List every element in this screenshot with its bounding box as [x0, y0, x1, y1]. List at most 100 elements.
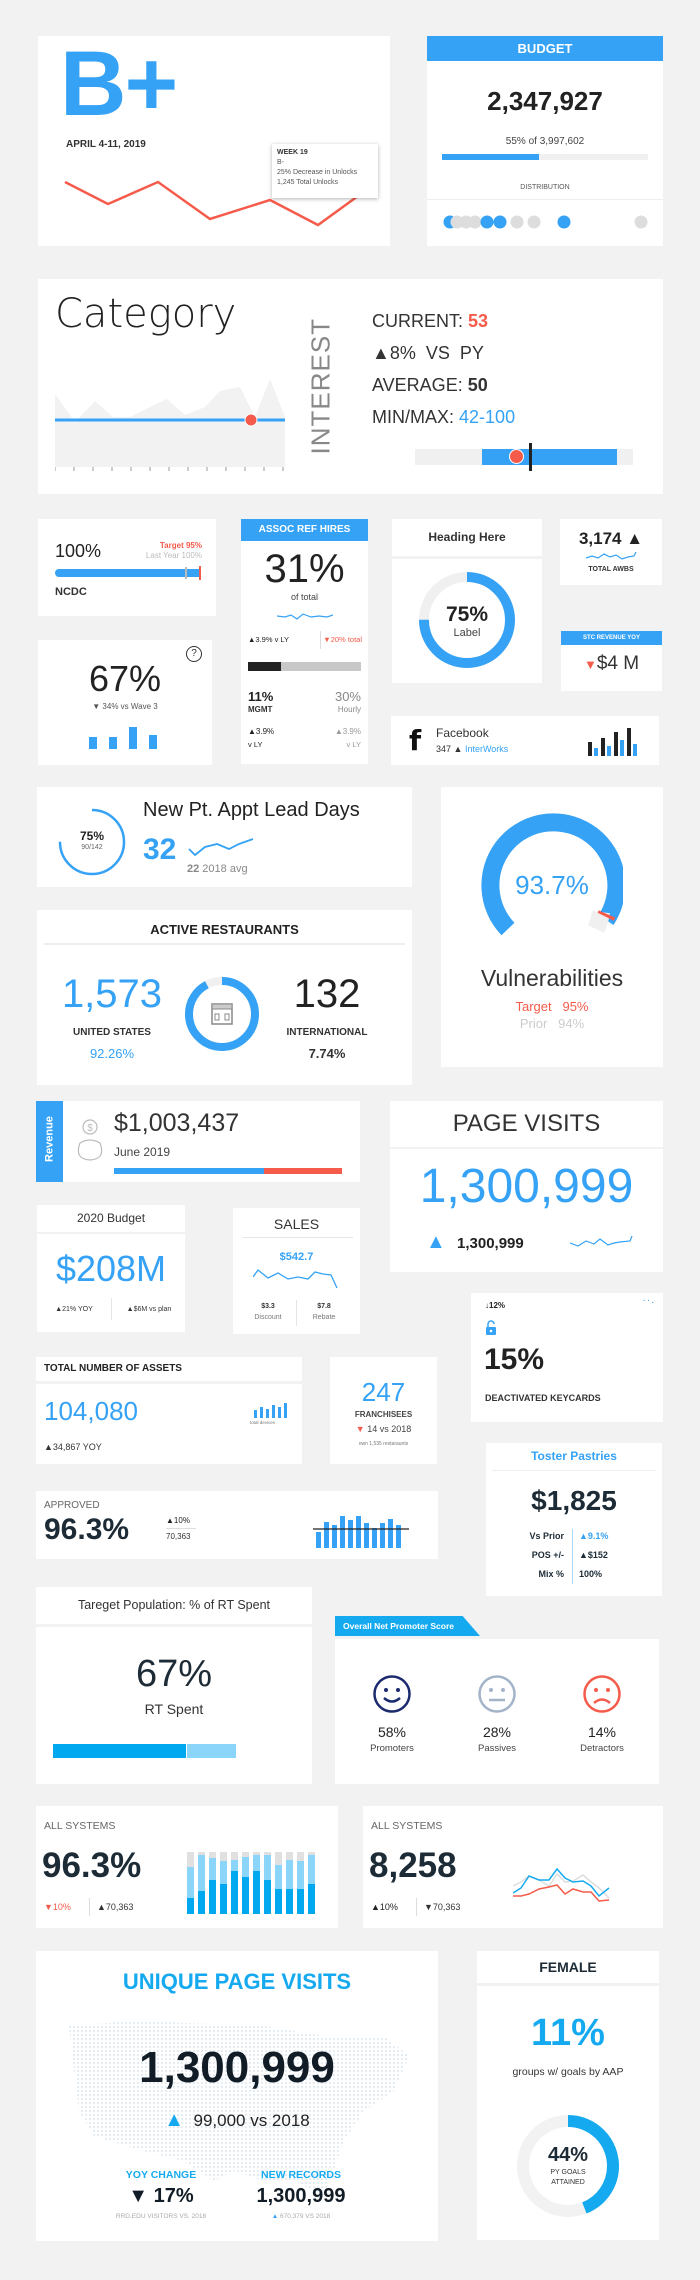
passive-neutral-icon: [478, 1675, 516, 1713]
unique-card: UNIQUE PAGE VISITS 1,300,999 ▲ 99,000 vs…: [36, 1951, 438, 2241]
target-pop-title-card: Tareget Population: % of RT Spent: [36, 1587, 312, 1624]
stc-value: $4 M: [596, 653, 640, 674]
wave-card: ? 67% ▼ 34% vs Wave 3: [38, 640, 212, 765]
female-title-card: FEMALE: [477, 1951, 659, 1983]
stc-arrow: ▼: [583, 657, 597, 672]
franchisees-card: 247 FRANCHISEES ▼ 14 vs 2018 own 1,535 r…: [330, 1357, 437, 1464]
stc-header: STC REVENUE YOY: [561, 631, 662, 645]
keycards-value: 15%: [484, 1343, 545, 1376]
mgmt-delta: ▲3.9%: [248, 727, 275, 736]
lead-value: 32: [143, 833, 177, 866]
vuln-target-label: Target: [515, 999, 552, 1014]
target-value: 95%: [185, 541, 202, 550]
heading-card: Heading Here: [392, 519, 542, 556]
page-visits-title: PAGE VISITS: [452, 1110, 601, 1137]
toster-value: $1,825: [531, 1485, 617, 1516]
approved-count: 70,363: [166, 1532, 191, 1541]
assets-value: 104,080: [44, 1396, 138, 1426]
systems1-label: ALL SYSTEMS: [44, 1820, 116, 1832]
systems2-card: ALL SYSTEMS 8,258 ▲10% ▼70,363: [363, 1806, 663, 1928]
intl-label: INTERNATIONAL: [286, 1027, 368, 1038]
vuln-prior-value: 94%: [558, 1016, 585, 1031]
discount-value: $3.3: [261, 1303, 275, 1310]
hourly-delta: ▲3.9%: [334, 727, 361, 736]
assets-title-card: TOTAL NUMBER OF ASSETS: [36, 1357, 302, 1381]
franchisees-arrow: ▼: [355, 1424, 365, 1434]
systems2-down: ▼70,363: [424, 1902, 461, 1912]
us-dot-map: [69, 2021, 409, 2196]
revenue-card: Revenue $ $1,003,437 June 2019: [36, 1101, 360, 1182]
new-records-arrow: ▲: [271, 2213, 279, 2220]
toster-title: Toster Pastries: [531, 1449, 617, 1463]
revenue-value: $1,003,437: [114, 1109, 240, 1137]
new-records-label: NEW RECORDS: [261, 2169, 341, 2181]
facebook-card: f Facebook 347 ▲ InterWorks: [391, 716, 659, 765]
discount-label: Discount: [254, 1314, 282, 1321]
lead-avg-value: 22: [187, 863, 200, 875]
assets-bar-chart: [254, 1403, 287, 1418]
female-ring-line2: ATTAINED: [551, 2179, 585, 2186]
more-options-icon[interactable]: ··.: [642, 1295, 655, 1306]
vuln-card: 93.7% Vulnerabilities Target 95% Prior 9…: [441, 787, 663, 1067]
sales-title: SALES: [273, 1216, 320, 1232]
approved-bar-chart: [313, 1516, 409, 1548]
female-value: 11%: [531, 2012, 605, 2054]
yoy-label: YOY CHANGE: [125, 2169, 197, 2181]
nps-header: Overall Net Promoter Score: [335, 1616, 480, 1636]
lead-sparkline: [188, 838, 254, 857]
franchisees-value: 247: [361, 1377, 406, 1407]
hourly-label: Hourly: [337, 705, 361, 714]
page-visits-title-card: PAGE VISITS: [390, 1101, 663, 1147]
assoc-card: ASSOC REF HIRES 31% of total ▲3.9% v LY …: [241, 519, 368, 764]
toster-row-label: Mix %: [538, 1569, 564, 1579]
current-value: 53: [468, 311, 489, 331]
assoc-left-delta: ▲3.9% v LY: [248, 635, 290, 644]
minmax-value: 42-100: [459, 407, 516, 427]
awbs-value: 3,174 ▲: [578, 529, 644, 548]
target-label: Target: [159, 541, 184, 550]
help-icon[interactable]: ?: [186, 646, 202, 662]
assets-title: TOTAL NUMBER OF ASSETS: [44, 1363, 182, 1374]
interworks-link[interactable]: InterWorks: [464, 744, 509, 754]
target-pop-title: Tareget Population: % of RT Spent: [77, 1598, 271, 1612]
target-pop-value: 67%: [135, 1653, 213, 1695]
female-sub: groups w/ goals by AAP: [512, 2066, 624, 2078]
approved-value: 96.3%: [44, 1513, 130, 1546]
budget2020-plan: ▲$6M vs plan: [126, 1306, 172, 1313]
interest-side-label: INTEREST: [305, 317, 336, 455]
systems2-line-chart: [513, 1867, 610, 1902]
heading-title: Heading Here: [428, 530, 506, 544]
vuln-gauge: [481, 813, 623, 936]
ly-label: Last Year: [145, 551, 180, 560]
toster-card: Toster Pastries $1,825 Vs Prior ▲9.1% PO…: [486, 1443, 662, 1596]
sales-sparkline: [253, 1269, 338, 1289]
us-pct: 92.26%: [89, 1046, 135, 1061]
new-records-value: 1,300,999: [256, 2185, 346, 2207]
heading-ring-label: Label: [453, 627, 481, 639]
yoy-value: ▼ 17%: [128, 2185, 194, 2207]
mgmt-label: MGMT: [248, 705, 273, 714]
tooltip-line1: 25% Decrease in Unlocks: [277, 169, 358, 176]
keycards-delta: ↓12%: [485, 1301, 506, 1310]
facebook-count: 347 ▲: [436, 744, 463, 754]
lead-ring-value: 75%: [79, 829, 105, 843]
toster-row-value: ▲9.1%: [579, 1531, 609, 1541]
unique-value: 1,300,999: [139, 2043, 335, 2092]
nps-header-label: Overall Net Promoter Score: [343, 1621, 455, 1631]
systems1-up: ▲70,363: [97, 1902, 134, 1912]
budget2020-value: $208M: [55, 1248, 167, 1289]
hourly-value: 30%: [334, 689, 361, 704]
minmax-label: MIN/MAX:: [372, 407, 455, 427]
franchisees-sub: own 1,535 restaraunts: [358, 1441, 409, 1447]
tooltip-grade: B-: [277, 159, 284, 166]
passives-value: 28%: [482, 1724, 512, 1740]
toster-row-value: 100%: [579, 1569, 603, 1579]
interest-stats: CURRENT: 53 ▲8% VS PY AVERAGE: 50 MIN/MA…: [372, 305, 515, 433]
distribution-dots: [443, 215, 648, 229]
tooltip-title: WEEK 19: [277, 149, 308, 156]
hourly-delta-sub: v LY: [346, 740, 361, 749]
systems1-down: ▼10%: [44, 1902, 71, 1912]
awbs-card: 3,174 ▲ TOTAL AWBS: [560, 519, 662, 585]
rebate-value: $7.8: [317, 1303, 331, 1310]
ly-value: 100%: [181, 551, 202, 560]
